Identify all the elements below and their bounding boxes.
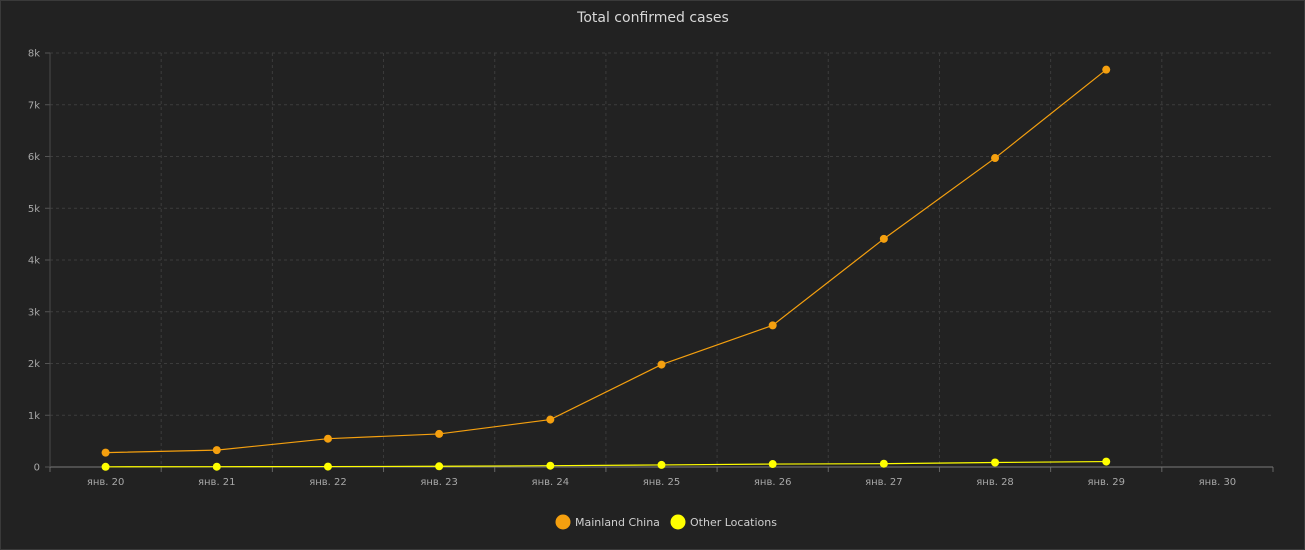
data-point[interactable] [546,415,555,424]
x-tick-label: янв. 20 [87,477,125,488]
grid-lines [50,52,1273,467]
legend-item[interactable]: Other Locations [670,514,778,530]
data-point[interactable] [768,321,777,330]
series-layer [101,65,1111,471]
legend: Mainland China Other Locations [555,514,778,530]
y-tick-label: 2k [28,359,40,370]
data-point[interactable] [323,462,332,471]
legend-swatch [555,514,571,530]
x-tick-label: янв. 27 [865,477,903,488]
data-point[interactable] [435,429,444,438]
x-tick-label: янв. 22 [309,477,347,488]
data-point[interactable] [212,446,221,455]
y-tick-label: 4k [28,256,40,267]
x-tick-label: янв. 28 [976,477,1014,488]
data-point[interactable] [991,154,1000,163]
x-tick-label: янв. 30 [1199,477,1237,488]
data-point[interactable] [546,461,555,470]
data-point[interactable] [101,448,110,457]
axes: 0 1k 2k 3k 4k 5k 6k 7k 8k янв. 20 янв. 21 янв. 22 ян… [28,49,1274,488]
data-point[interactable] [991,458,1000,467]
data-point[interactable] [657,360,666,369]
x-tick-label: янв. 25 [643,477,681,488]
x-tick-label: янв. 21 [198,477,236,488]
series-other-locations [101,457,1111,471]
data-point[interactable] [323,434,332,443]
legend-swatch [670,514,686,530]
y-tick-label: 6k [28,152,40,163]
series-line [105,460,1107,468]
data-point[interactable] [1102,65,1111,74]
legend-item[interactable]: Mainland China [555,514,660,530]
chart-title: Total confirmed cases [576,10,729,26]
x-tick-label: янв. 24 [532,477,570,488]
data-point[interactable] [212,462,221,471]
data-point[interactable] [1102,457,1111,466]
y-tick-label: 1k [28,411,40,422]
x-tick-label: янв. 29 [1087,477,1125,488]
y-tick-label: 7k [28,100,40,111]
x-tick-label: янв. 26 [754,477,792,488]
data-point[interactable] [435,462,444,471]
y-tick-label: 5k [28,204,40,215]
y-tick-label: 8k [28,49,40,60]
x-tick-label: янв. 23 [420,477,458,488]
legend-label: Other Locations [690,516,777,529]
data-point[interactable] [879,459,888,468]
data-point[interactable] [101,462,110,471]
data-point[interactable] [768,460,777,469]
y-tick-label: 0 [34,463,40,474]
series-mainland-china [101,65,1111,457]
legend-label: Mainland China [575,516,660,529]
y-tick-label: 3k [28,307,40,318]
data-point[interactable] [657,460,666,469]
data-point[interactable] [879,234,888,243]
series-line [105,69,1107,454]
